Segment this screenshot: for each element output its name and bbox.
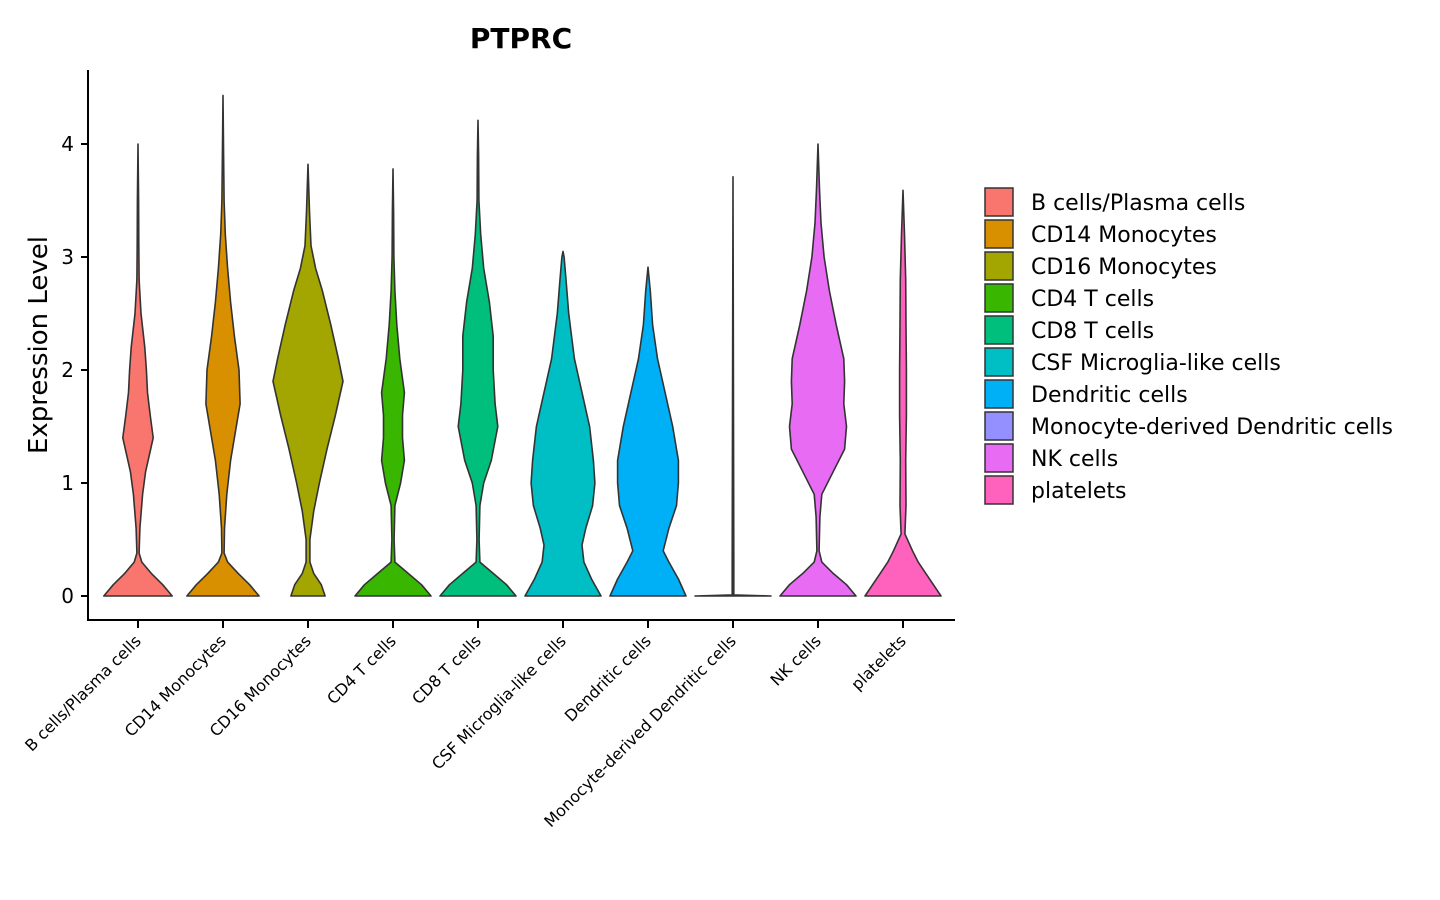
x-tick-label: CD8 T cells — [408, 631, 485, 708]
legend-label: NK cells — [1031, 447, 1118, 472]
legend-key — [984, 219, 1014, 249]
legend-label: Dendritic cells — [1031, 383, 1188, 408]
violin-dendritic-cells — [609, 266, 687, 597]
legend-label: CD4 T cells — [1031, 287, 1154, 312]
y-axis-ticks: 0 1 2 3 4 — [61, 132, 88, 608]
x-tick-label: B cells/Plasma cells — [21, 631, 145, 755]
legend-label: B cells/Plasma cells — [1031, 191, 1245, 216]
y-tick-label: 2 — [61, 358, 74, 382]
legend-key — [984, 411, 1014, 441]
legend-label: CD8 T cells — [1031, 319, 1154, 344]
legend: B cells/Plasma cells CD14 Monocytes CD16 M… — [984, 187, 1393, 505]
y-tick-label: 0 — [61, 584, 74, 608]
violin-csf-microglia-like-cells — [524, 250, 602, 597]
violin-cd14-monocytes — [186, 94, 260, 597]
x-tick-label: platelets — [847, 631, 910, 694]
violin-cd8-t-cells — [439, 119, 517, 597]
legend-key — [984, 187, 1014, 217]
violin-nk-cells — [779, 143, 857, 597]
y-tick-label: 1 — [61, 471, 74, 495]
legend-key — [984, 443, 1014, 473]
x-tick-label: Dendritic cells — [561, 631, 655, 725]
x-tick-label: Monocyte-derived Dendritic cells — [540, 631, 740, 831]
legend-label: Monocyte-derived Dendritic cells — [1031, 415, 1393, 440]
x-tick-label: NK cells — [767, 631, 825, 689]
legend-key — [984, 475, 1014, 505]
y-tick-label: 4 — [61, 132, 74, 156]
legend-label: CD14 Monocytes — [1031, 223, 1217, 248]
x-tick-label: CD4 T cells — [323, 631, 400, 708]
legend-key — [984, 347, 1014, 377]
legend-key — [984, 251, 1014, 281]
legend-label: CD16 Monocytes — [1031, 255, 1217, 280]
legend-label: CSF Microglia-like cells — [1031, 351, 1281, 376]
violin-platelets — [864, 189, 942, 597]
legend-label: platelets — [1031, 479, 1126, 504]
legend-key — [984, 283, 1014, 313]
violin-cd16-monocytes — [272, 163, 344, 597]
y-axis-label: Expression Level — [24, 236, 54, 454]
violin-group — [103, 94, 942, 597]
y-tick-label: 3 — [61, 245, 74, 269]
violin-cd4-t-cells — [354, 168, 432, 597]
legend-key — [984, 379, 1014, 409]
violin-monocyte-derived-dendritic-cells — [694, 176, 772, 597]
legend-key — [984, 315, 1014, 345]
violin-b-cells-plasma-cells — [103, 143, 173, 597]
chart-title: PTPRC — [470, 22, 572, 55]
